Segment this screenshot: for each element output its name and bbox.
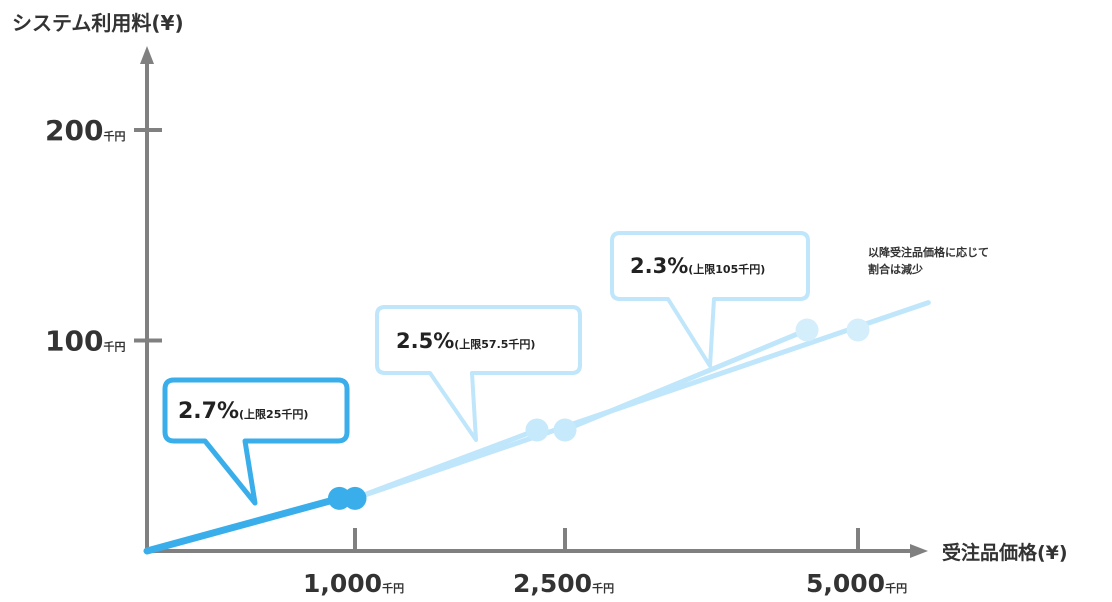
series-segment-1 bbox=[143, 494, 343, 555]
y-axis-arrow bbox=[140, 46, 154, 64]
x-tick-label: 1,000千円 bbox=[303, 569, 404, 598]
callout-2-5-rate: 2.5% bbox=[396, 329, 454, 353]
callout-2-3-cap: (上限105千円) bbox=[688, 262, 765, 276]
x-axis-arrow bbox=[910, 544, 928, 558]
x-tick-label: 2,500千円 bbox=[513, 569, 614, 598]
y-tick-value: 200 bbox=[45, 114, 103, 147]
svg-text:2.3%(上限105千円): 2.3%(上限105千円) bbox=[630, 254, 765, 278]
callout-2-7: 2.7%(上限25千円) bbox=[162, 377, 350, 506]
callout-2-5: 2.5%(上限57.5千円) bbox=[375, 305, 582, 442]
x-tick-unit: 千円 bbox=[382, 581, 404, 595]
x-tick-value: 1,000 bbox=[303, 569, 382, 598]
y-tick-unit: 千円 bbox=[103, 340, 125, 354]
callout-2-3: 2.3%(上限105千円) bbox=[610, 231, 810, 368]
y-tick-label: 200千円 bbox=[45, 114, 125, 147]
cap-point bbox=[846, 318, 870, 342]
series-segment-3 bbox=[562, 327, 810, 433]
cap-point bbox=[553, 418, 577, 442]
y-tick-label: 100千円 bbox=[45, 325, 125, 358]
svg-text:2.7%(上限25千円): 2.7%(上限25千円) bbox=[178, 399, 308, 424]
callout-2-5-bubble bbox=[375, 305, 582, 442]
x-tick-label: 5,000千円 bbox=[806, 569, 907, 598]
cap-point bbox=[343, 486, 367, 510]
cap-points bbox=[327, 318, 870, 510]
x-tick-value: 5,000 bbox=[806, 569, 885, 598]
series bbox=[143, 300, 931, 555]
x-tick-unit: 千円 bbox=[885, 581, 907, 595]
y-tick-value: 100 bbox=[45, 325, 103, 358]
x-tick-unit: 千円 bbox=[592, 581, 614, 595]
axes bbox=[140, 46, 928, 558]
note: 以降受注品価格に応じて 割合は減少 bbox=[868, 245, 989, 276]
callout-2-3-rate: 2.3% bbox=[630, 254, 688, 278]
x-axis-title: 受注品価格(¥) bbox=[942, 541, 1068, 564]
note-line-2: 割合は減少 bbox=[868, 262, 923, 276]
callout-2-7-bubble bbox=[162, 377, 350, 506]
note-line-1: 以降受注品価格に応じて bbox=[868, 245, 989, 259]
callout-2-3-bubble bbox=[610, 231, 810, 368]
callout-2-5-cap: (上限57.5千円) bbox=[454, 337, 535, 351]
svg-text:2.5%(上限57.5千円): 2.5%(上限57.5千円) bbox=[396, 329, 535, 353]
x-tick-value: 2,500 bbox=[513, 569, 592, 598]
callout-2-7-rate: 2.7% bbox=[178, 399, 239, 424]
callout-2-7-cap: (上限25千円) bbox=[239, 407, 308, 421]
y-axis-title: システム利用料(¥) bbox=[12, 11, 184, 35]
series-segment-2 bbox=[352, 427, 540, 501]
y-tick-unit: 千円 bbox=[103, 129, 125, 143]
cap-point bbox=[795, 318, 819, 342]
cap-point bbox=[525, 418, 549, 442]
